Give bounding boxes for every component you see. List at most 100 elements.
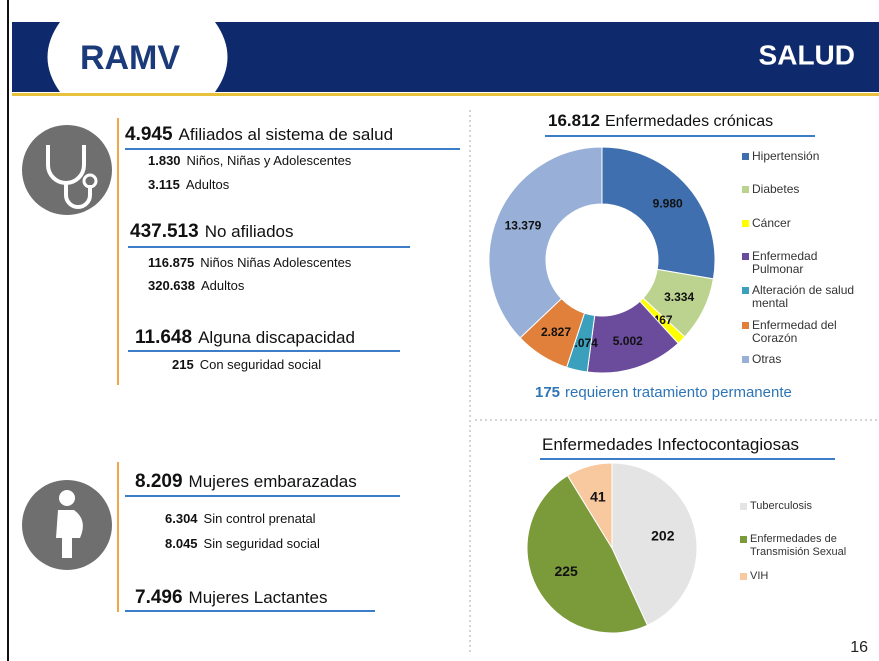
legend-swatch: [742, 356, 749, 363]
chart-title: 16.812 Enfermedades crónicas: [548, 111, 773, 131]
stat-label: Afiliados al sistema de salud: [178, 125, 394, 144]
annotation-text: requieren tratamiento permanente: [565, 384, 792, 401]
stat-label: No afiliados: [204, 222, 294, 241]
slice: [611, 462, 698, 626]
legend-swatch: [742, 153, 749, 160]
legend-label: Otras: [752, 352, 782, 366]
detail-label: Sin seguridad social: [203, 536, 320, 551]
legend-swatch: [742, 253, 749, 260]
legend-label: VIH: [750, 570, 769, 582]
stat-heading: 7.496 Mujeres Lactantes: [135, 587, 327, 609]
annotation: 175 requieren tratamiento permanente: [535, 384, 792, 401]
legend-label: Enfermedad Pulmonar: [752, 249, 818, 276]
logo-panel: [47, 22, 228, 92]
legend-swatch: [742, 322, 749, 329]
detail-number: 215: [172, 357, 194, 372]
logo: RAMV: [80, 39, 180, 77]
stat-detail: 6.304 Sin control prenatal: [165, 511, 316, 526]
stat-heading: 437.513 No afiliados: [130, 221, 294, 243]
legend-item: Enfermedades de Transmisión Sexual: [740, 533, 870, 559]
header-strip: [12, 93, 879, 96]
data-label: 9.980: [653, 197, 683, 211]
legend-swatch: [740, 503, 747, 510]
data-label: 2.827: [541, 325, 571, 339]
stat-number: 11.648: [135, 327, 193, 348]
legend-label: Enfermedades de Transmisión Sexual: [750, 533, 847, 558]
detail-label: Niños, Niñas y Adolescentes: [186, 153, 352, 168]
legend-item: Tuberculosis: [740, 500, 870, 513]
legend-item: Cáncer: [742, 216, 867, 230]
data-label: 41: [590, 489, 606, 505]
detail-label: Sin control prenatal: [203, 511, 316, 526]
detail-label: Con seguridad social: [199, 357, 322, 372]
data-label: 225: [554, 563, 578, 579]
legend-swatch: [742, 220, 749, 227]
data-label: 5.002: [613, 334, 643, 348]
stat-detail: 3.115 Adultos: [148, 177, 229, 192]
slice: [566, 462, 613, 550]
legend-label: Diabetes: [752, 182, 800, 196]
legend-item: Diabetes: [742, 182, 867, 196]
stat-detail: 1.830 Niños, Niñas y Adolescentes: [148, 153, 351, 168]
data-label: 3.334: [664, 290, 694, 304]
underline: [540, 458, 835, 460]
title-number: 16.812: [548, 111, 600, 130]
stat-detail: 215 Con seguridad social: [172, 357, 321, 372]
legend-label: Cáncer: [752, 216, 791, 230]
detail-number: 1.830: [148, 153, 181, 168]
legend-swatch: [740, 536, 747, 543]
page-number: 16: [850, 639, 868, 656]
legend-item: Hipertensión: [742, 149, 867, 163]
legend-item: Enfermedad del Corazón: [742, 318, 867, 345]
detail-number: 8.045: [165, 536, 198, 551]
slice: [526, 474, 649, 634]
legend-item: VIH: [740, 570, 870, 583]
underline: [545, 135, 815, 137]
legend-label: Tuberculosis: [750, 500, 812, 512]
legend-label: Hipertensión: [752, 149, 820, 163]
detail-label: Niños Niñas Adolescentes: [200, 255, 352, 270]
legend-item: Enfermedad Pulmonar: [742, 249, 867, 276]
slice: [488, 146, 603, 339]
header-title: SALUD: [759, 39, 855, 70]
data-label: 202: [651, 528, 675, 544]
underline: [125, 148, 460, 150]
legend-swatch: [742, 287, 749, 294]
stat-heading: 8.209 Mujeres embarazadas: [135, 471, 357, 493]
legend-label: Enfermedad del Corazón: [752, 318, 837, 345]
stat-heading: 4.945 Afiliados al sistema de salud: [125, 124, 393, 146]
underline: [125, 610, 375, 612]
stat-label: Mujeres embarazadas: [188, 472, 357, 491]
legend-swatch: [742, 186, 749, 193]
stat-detail: 116.875 Niños Niñas Adolescentes: [148, 255, 351, 270]
underline: [128, 246, 410, 248]
detail-number: 116.875: [148, 255, 195, 270]
chart-title: Enfermedades Infectocontagiosas: [542, 435, 800, 454]
detail-number: 320.638: [148, 278, 195, 293]
underline: [128, 350, 400, 352]
legend-swatch: [740, 573, 747, 580]
stat-number: 8.209: [135, 471, 183, 492]
stat-label: Alguna discapacidad: [198, 328, 355, 347]
data-label: 13.379: [505, 218, 542, 232]
stat-number: 4.945: [125, 124, 173, 145]
detail-label: Adultos: [185, 177, 230, 192]
title-text: Enfermedades crónicas: [605, 113, 774, 130]
legend-item: Otras: [742, 352, 867, 366]
detail-number: 3.115: [148, 177, 180, 192]
annotation-number: 175: [535, 384, 561, 401]
stat-number: 437.513: [130, 221, 199, 242]
legend-item: Alteración de salud mental: [742, 283, 867, 310]
legend-label: Alteración de salud mental: [752, 283, 855, 310]
underline: [125, 495, 400, 497]
stat-detail: 8.045 Sin seguridad social: [165, 536, 320, 551]
stat-heading: 11.648 Alguna discapacidad: [135, 327, 355, 349]
stat-label: Mujeres Lactantes: [188, 588, 328, 607]
stat-detail: 320.638 Adultos: [148, 278, 244, 293]
stat-number: 7.496: [135, 587, 183, 608]
detail-label: Adultos: [201, 278, 245, 293]
slice: [601, 146, 716, 280]
detail-number: 6.304: [165, 511, 198, 526]
